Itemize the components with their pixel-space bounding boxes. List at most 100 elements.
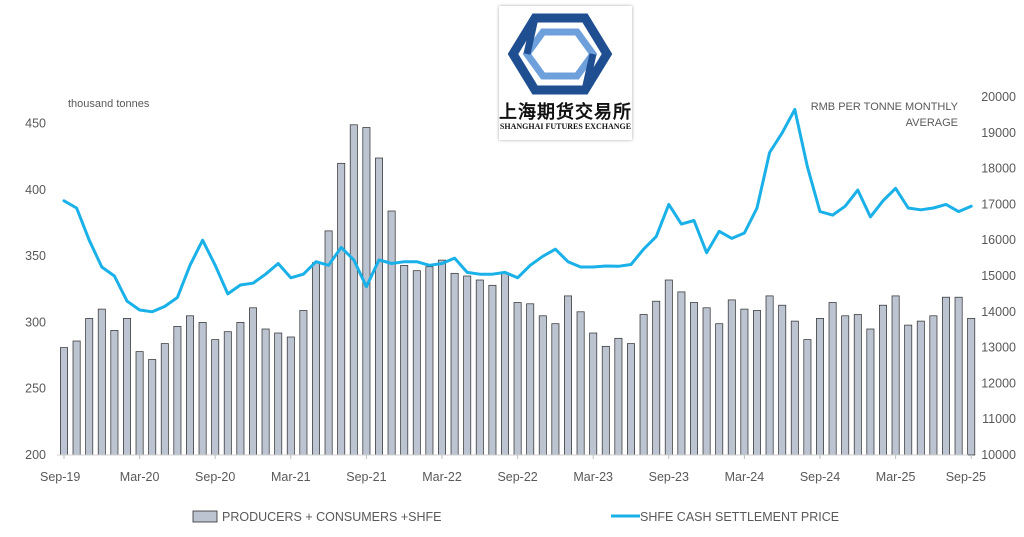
bar-Aug-23	[652, 300, 661, 456]
bar-Feb-25	[879, 304, 887, 456]
bar-May-21	[312, 262, 320, 456]
x-tick-label: Mar-23	[573, 470, 613, 484]
bar-Jun-22	[475, 279, 484, 456]
bar-Sep-22	[513, 302, 522, 456]
right-axis-unit-label-line-2: AVERAGE	[906, 117, 958, 129]
bar-Aug-24	[803, 339, 812, 456]
logo-english-name: SHANGHAI FUTURES EXCHANGE	[499, 122, 632, 131]
bar-Apr-23	[601, 345, 610, 456]
bar-Aug-22	[501, 272, 509, 456]
left-tick-label: 200	[25, 448, 46, 462]
right-tick-label: 17000	[981, 197, 1016, 211]
x-tick-label: Sep-21	[346, 470, 386, 484]
bar-Oct-21	[375, 157, 383, 456]
x-tick-label: Sep-23	[649, 470, 689, 484]
x-tick-label: Sep-19	[40, 470, 80, 484]
bar-Aug-25	[954, 296, 963, 456]
bar-Oct-24	[828, 302, 837, 456]
x-tick-label: Mar-20	[120, 470, 160, 484]
left-tick-label: 450	[25, 117, 46, 131]
bar-Nov-21	[387, 210, 396, 456]
right-tick-label: 10000	[981, 448, 1016, 462]
x-tick-label: Mar-25	[876, 470, 916, 484]
price-line	[62, 108, 973, 314]
right-tick-label: 14000	[981, 305, 1016, 319]
x-tick-label: Sep-22	[497, 470, 537, 484]
bar-Aug-21	[349, 124, 358, 456]
bar-Nov-22	[538, 315, 547, 456]
right-tick-label: 18000	[981, 162, 1016, 176]
bar-Sep-19	[60, 347, 68, 456]
bar-Jul-24	[790, 320, 799, 456]
bar-Jul-20	[186, 315, 194, 456]
bar-May-22	[463, 275, 472, 456]
bar-Feb-20	[123, 318, 131, 456]
bar-Jul-25	[942, 296, 950, 456]
bar-Jun-23	[627, 343, 635, 456]
bar-Feb-23	[576, 311, 585, 456]
bar-Feb-24	[727, 299, 736, 456]
left-axis-unit-label: thousand tonnes	[68, 98, 150, 110]
bar-Jan-25	[866, 328, 875, 456]
bar-Apr-20	[148, 359, 157, 456]
bar-Oct-19	[72, 340, 81, 456]
legend-swatch-bars	[192, 510, 218, 523]
right-tick-label: 15000	[981, 269, 1016, 283]
bar-Jul-21	[337, 162, 346, 456]
left-tick-label: 400	[25, 183, 46, 197]
bar-Dec-21	[400, 265, 409, 456]
bar-Nov-24	[841, 315, 850, 456]
bar-Oct-22	[526, 303, 535, 456]
bar-Sep-25	[967, 318, 976, 456]
right-axis-ticks: 10000 11000 12000 13000 14000 15000 16000 17000…	[981, 90, 1016, 462]
right-tick-label: 16000	[981, 233, 1016, 247]
logo-emblem-icon	[507, 13, 613, 95]
bar-Mar-23	[589, 332, 598, 456]
right-tick-label: 20000	[981, 90, 1016, 104]
bar-May-24	[765, 295, 774, 456]
legend-label-bars: PRODUCERS + CONSUMERS +SHFE	[222, 510, 441, 524]
right-tick-label: 19000	[981, 126, 1016, 140]
bar-Nov-23	[690, 302, 698, 456]
bar-Jun-20	[173, 326, 182, 456]
x-tick-label: Mar-22	[422, 470, 462, 484]
bar-Jan-22	[412, 270, 421, 456]
x-tick-label: Sep-20	[195, 470, 235, 484]
left-tick-label: 300	[25, 315, 46, 329]
right-tick-label: 12000	[981, 376, 1016, 390]
bar-Jan-20	[110, 330, 119, 456]
bar-Dec-23	[702, 307, 711, 456]
bar-Jul-22	[488, 284, 497, 456]
bar-Apr-25	[904, 324, 913, 456]
bar-Jul-23	[639, 314, 648, 456]
right-tick-label: 11000	[982, 412, 1016, 426]
bar-Sep-24	[816, 318, 824, 456]
bar-May-25	[916, 320, 925, 456]
bar-Dec-22	[551, 323, 560, 456]
x-tick-label: Mar-24	[725, 470, 765, 484]
bar-Jan-24	[715, 323, 724, 456]
bar-Dec-19	[97, 308, 106, 456]
bar-Aug-20	[198, 322, 207, 456]
legend-label-line: SHFE CASH SETTLEMENT PRICE	[640, 510, 839, 524]
bar-Mar-24	[740, 308, 749, 456]
bar-Mar-25	[891, 295, 900, 456]
x-tick-label: Sep-24	[800, 470, 840, 484]
right-axis-unit-label-line-1: RMB PER TONNE MONTHLY	[811, 101, 959, 113]
logo-chinese-name: 上海期货交易所	[499, 102, 632, 123]
bar-Sep-23	[664, 279, 673, 456]
bar-May-20	[160, 343, 169, 456]
bar-Apr-21	[299, 310, 308, 456]
bar-Jun-24	[778, 304, 787, 456]
shfe-logo: 上海期货交易所 SHANGHAI FUTURES EXCHANGE	[499, 6, 632, 140]
x-axis-ticks: Sep-19 Mar-20 Sep-20 Mar-21 Sep-21 Mar-22 Sep-…	[40, 455, 986, 484]
bar-Nov-20	[236, 322, 245, 456]
bar-Jan-21	[261, 328, 270, 456]
bar-Dec-20	[249, 307, 257, 456]
bar-Oct-20	[223, 331, 232, 456]
bar-series-group	[60, 124, 976, 456]
bar-Sep-21	[362, 127, 371, 456]
x-tick-label: Sep-25	[946, 470, 986, 484]
bar-Feb-22	[425, 266, 434, 456]
